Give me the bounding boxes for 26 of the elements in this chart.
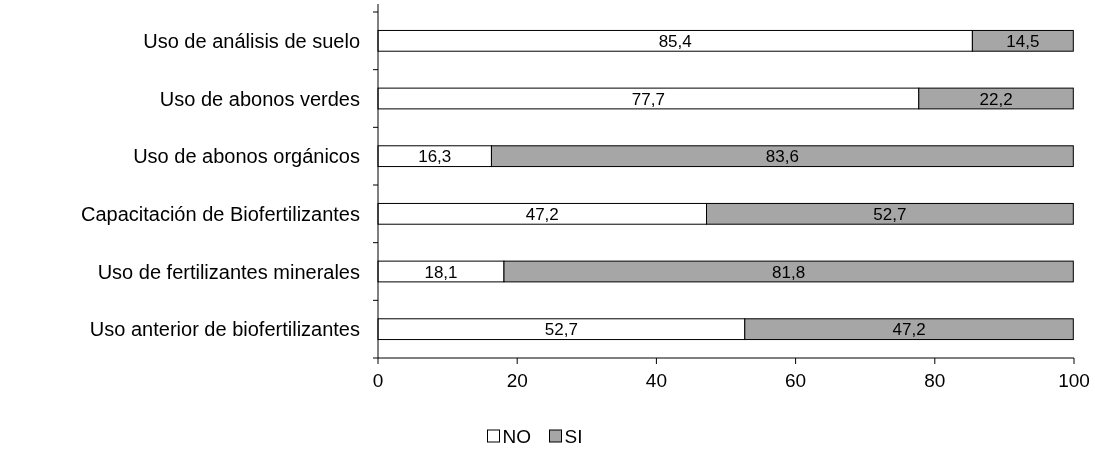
data-label: 85,4 xyxy=(658,31,692,51)
data-label: 47,2 xyxy=(525,204,559,224)
data-label: 77,7 xyxy=(631,89,665,109)
y-tick-label: Uso de abonos orgánicos xyxy=(133,145,360,168)
legend-label: NO xyxy=(502,426,531,447)
x-tick-label: 100 xyxy=(1058,370,1090,391)
y-tick-label: Capacitación de Biofertilizantes xyxy=(80,202,360,225)
y-tick-label: Uso anterior de biofertilizantes xyxy=(89,318,360,341)
data-label: 52,7 xyxy=(873,204,907,224)
data-label: 16,3 xyxy=(418,147,452,167)
y-tick-label: Uso de fertilizantes minerales xyxy=(97,260,360,283)
legend-label: SI xyxy=(564,426,583,447)
data-label: 81,8 xyxy=(772,262,806,282)
data-label: 14,5 xyxy=(1006,31,1040,51)
data-label: 52,7 xyxy=(544,320,578,340)
data-label: 83,6 xyxy=(765,147,799,167)
x-tick-label: 40 xyxy=(645,370,667,391)
data-label: 18,1 xyxy=(424,262,458,282)
x-tick-label: 20 xyxy=(506,370,528,391)
x-tick-label: 60 xyxy=(785,370,807,391)
y-tick-label: Uso de abonos verdes xyxy=(159,87,360,110)
y-tick-label: Uso de análisis de suelo xyxy=(143,29,360,52)
x-tick-label: 80 xyxy=(924,370,946,391)
x-tick-label: 0 xyxy=(372,370,384,391)
data-label: 47,2 xyxy=(892,320,926,340)
data-label: 22,2 xyxy=(979,89,1013,109)
